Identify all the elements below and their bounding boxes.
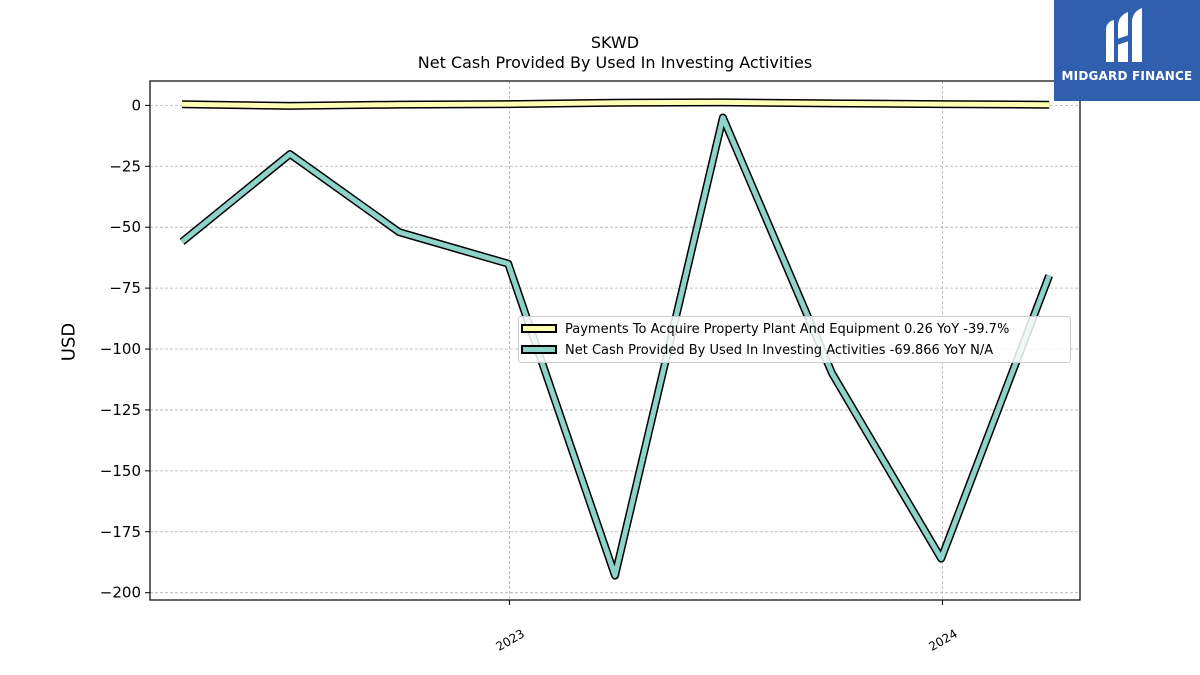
- legend-swatch: [521, 345, 557, 354]
- y-axis-label: USD: [58, 322, 80, 362]
- y-tick-label: −175: [100, 523, 141, 541]
- midgard-logo: MIDGARD FINANCE: [1054, 0, 1200, 101]
- y-axis: 0 −25 −50 −75 −100 −125 −150 −175 −200: [100, 96, 150, 602]
- chart-ticker: SKWD: [590, 33, 640, 52]
- legend: Payments To Acquire Property Plant And E…: [518, 316, 1071, 363]
- legend-entry: Payments To Acquire Property Plant And E…: [519, 320, 1070, 340]
- y-tick-label: 0: [131, 96, 141, 114]
- legend-entry: Net Cash Provided By Used In Investing A…: [519, 341, 1070, 361]
- y-tick-label: −200: [100, 584, 141, 602]
- legend-label: Net Cash Provided By Used In Investing A…: [565, 343, 994, 358]
- x-axis: 2023 2024: [493, 600, 960, 654]
- series-lines: [179, 98, 1053, 580]
- midgard-logo-icon: [1106, 8, 1142, 62]
- y-tick-label: −25: [109, 157, 141, 175]
- plot-frame: [149, 80, 1081, 601]
- x-tick-label: 2024: [926, 626, 959, 653]
- logo-text: MIDGARD FINANCE: [1061, 69, 1193, 83]
- y-tick-label: −75: [109, 279, 141, 297]
- legend-label: Payments To Acquire Property Plant And E…: [565, 322, 1010, 337]
- y-tick-label: −100: [100, 340, 141, 358]
- x-tick-label: 2023: [493, 626, 526, 653]
- legend-swatch: [521, 324, 557, 333]
- y-tick-label: −150: [100, 462, 141, 480]
- y-tick-label: −125: [100, 401, 141, 419]
- chart-title: Net Cash Provided By Used In Investing A…: [417, 53, 813, 72]
- y-tick-label: −50: [109, 218, 141, 236]
